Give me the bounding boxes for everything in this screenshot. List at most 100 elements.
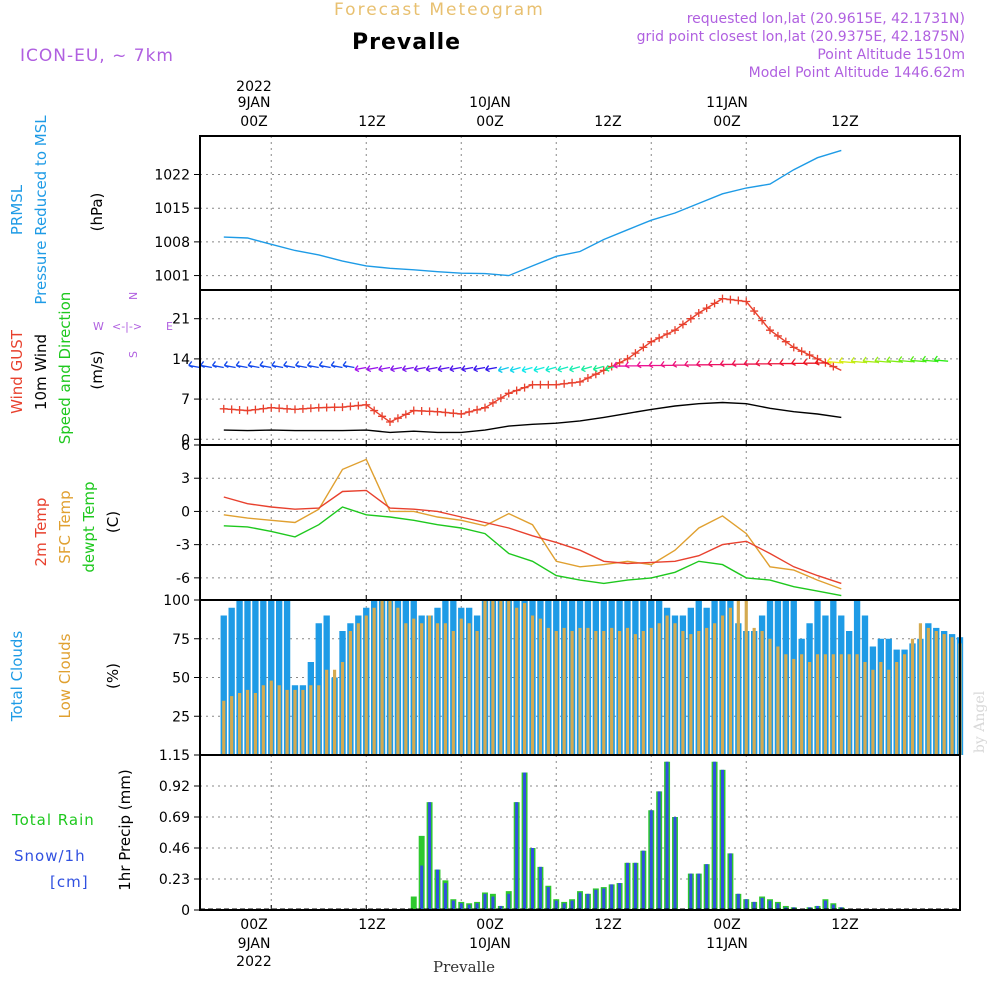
label-ms: (m/s) <box>88 350 106 389</box>
wind-arrow <box>624 361 640 369</box>
wind-arrow <box>425 365 438 373</box>
low-cloud-bar <box>554 631 558 755</box>
label-hpa: (hPa) <box>88 193 106 232</box>
gust-marker <box>528 380 537 389</box>
model-altitude: Model Point Altitude 1446.62m <box>749 65 965 81</box>
gust-marker <box>568 378 577 387</box>
wind-arrow <box>366 365 379 373</box>
gust-marker <box>623 354 632 363</box>
y-tick-label: 21 <box>172 312 190 328</box>
low-cloud-bar <box>665 615 669 755</box>
gust-marker <box>417 406 426 415</box>
bottom-hour: 00Z <box>240 917 267 933</box>
low-cloud-bar <box>388 600 392 755</box>
low-cloud-bar <box>681 631 685 755</box>
low-cloud-bar <box>847 654 851 755</box>
gust-marker <box>441 408 450 417</box>
low-cloud-bar <box>499 600 503 755</box>
gust-marker <box>275 404 284 413</box>
total-cloud-bar <box>283 600 291 755</box>
label-snow: Snow/1h <box>14 847 86 865</box>
label-c: (C) <box>104 511 122 533</box>
gust-marker <box>401 410 410 419</box>
label-low-clouds: Low Clouds <box>56 633 74 718</box>
label-pressure-msl: Pressure Reduced to MSL <box>32 115 50 305</box>
snow-bar <box>689 873 693 910</box>
low-cloud-bar <box>792 658 796 755</box>
gust-marker <box>544 380 553 389</box>
gust-marker <box>346 402 355 411</box>
wind-arrow <box>779 359 794 367</box>
snow-bar <box>713 761 717 910</box>
low-cloud-bar <box>618 631 622 755</box>
gust-marker <box>576 377 584 386</box>
compass-w: W <box>93 320 104 333</box>
snow-bar <box>475 903 479 910</box>
low-cloud-bar <box>491 600 495 755</box>
low-cloud-bar <box>934 631 938 755</box>
snow-bar <box>626 862 629 910</box>
gust-marker <box>710 299 719 308</box>
gust-marker <box>362 400 371 409</box>
low-cloud-bar <box>277 685 281 755</box>
low-cloud-bar <box>641 631 645 755</box>
low-cloud-bar <box>459 618 463 755</box>
label-dewpt-temp: dewpt Temp <box>80 481 98 572</box>
low-cloud-bar <box>546 627 550 755</box>
low-cloud-bar <box>538 618 542 755</box>
label-wind-gust: Wind GUST <box>8 329 26 414</box>
pressure-line <box>223 149 842 277</box>
snow-bar <box>633 862 637 910</box>
panel-frame <box>199 135 961 291</box>
snow-bar <box>538 866 542 910</box>
gust-marker <box>726 295 735 304</box>
snow-bar <box>823 900 827 910</box>
low-cloud-bar <box>443 623 447 755</box>
snow-bar <box>467 904 471 910</box>
wind-arrow <box>648 361 664 369</box>
gust-marker <box>433 407 442 416</box>
label-2m-temp: 2m Temp <box>32 498 50 567</box>
wind-arrow <box>719 360 735 368</box>
snow-bar <box>728 853 732 910</box>
wind-arrow <box>521 366 533 374</box>
wind-arrow <box>306 361 319 369</box>
wind-arrow <box>707 360 723 368</box>
low-cloud-bar <box>253 693 257 755</box>
low-cloud-bar <box>530 615 535 755</box>
top-hour: 00Z <box>240 114 267 130</box>
wind-arrow <box>342 361 355 369</box>
low-cloud-bar <box>285 689 289 755</box>
gust-marker <box>647 337 656 346</box>
low-cloud-bar <box>586 627 590 755</box>
wind-arrow <box>247 361 260 369</box>
gust-marker <box>758 316 767 325</box>
snow-bar <box>736 893 740 910</box>
gust-marker <box>734 296 743 305</box>
gust-marker <box>678 320 687 329</box>
gust-marker <box>283 404 292 413</box>
low-cloud-bar <box>238 693 242 755</box>
y-tick-label: 0.92 <box>159 779 190 795</box>
low-cloud-bar <box>269 680 273 755</box>
gust-marker <box>465 407 474 416</box>
snow-bar <box>657 791 661 910</box>
y-tick-label: 6 <box>181 438 190 454</box>
gust-marker <box>639 343 648 352</box>
wind-arrow <box>235 361 248 369</box>
snow-bar <box>665 761 669 910</box>
wind-arrow <box>283 361 296 369</box>
gust-marker <box>560 379 569 388</box>
wind-arrow <box>755 359 770 367</box>
wind-arrow <box>862 356 877 364</box>
total-cloud-bar <box>228 607 235 755</box>
watermark: by Angel <box>972 690 988 753</box>
low-cloud-bar <box>776 646 780 755</box>
wind-arrow <box>791 358 806 366</box>
low-cloud-bar <box>404 623 408 755</box>
y-tick-label: 0.46 <box>159 841 190 857</box>
low-cloud-bar <box>594 631 598 755</box>
rain-bar <box>410 896 417 910</box>
top-date-3: 11JAN <box>706 95 748 111</box>
snow-bar <box>499 905 503 910</box>
